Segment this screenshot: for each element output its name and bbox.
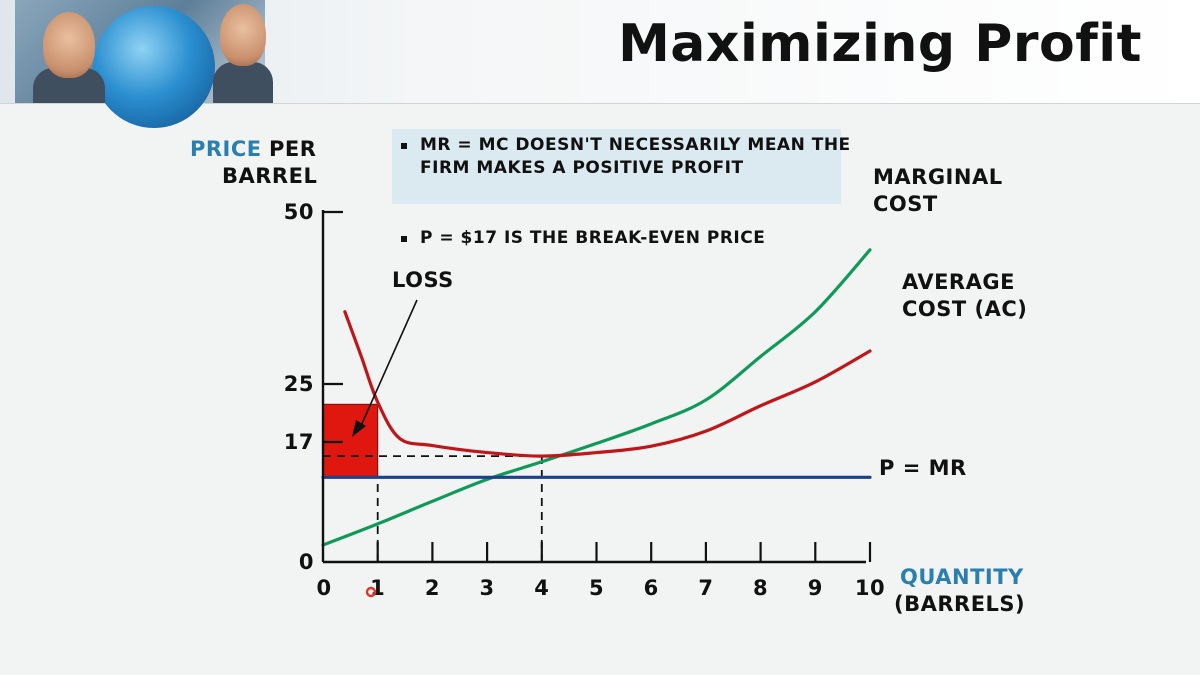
y-axis-label-line2: BARREL [222,164,317,188]
loss-region [322,403,379,478]
x-tick-label: 9 [808,576,823,600]
y-axis-label-highlight: PRICE [190,137,262,161]
x-tick-label: 3 [480,576,495,600]
note-box: MR = MC DOESN'T NECESSARILY MEAN THE FIR… [392,129,850,248]
ac-label-line2: COST (AC) [902,297,1027,321]
mc-label-line1: MARGINAL [873,165,1003,189]
y-axis-label-rest: PER [269,137,316,161]
y-tick-label: 0 [299,550,314,574]
y-tick-label: 17 [284,430,314,454]
presenter-right-body [213,62,273,103]
x-tick-label: 5 [589,576,604,600]
loss-arrow-head [352,420,366,437]
x-tick-label: 6 [644,576,659,600]
series-line-1 [343,310,872,458]
x-tick-label: 10 [855,576,885,600]
cursor-marker [365,586,377,598]
loss-arrow-shaft [359,299,418,429]
slide-title: Maximizing Profit [618,14,1142,74]
presenters-photo [15,0,273,128]
x-tick-label: 4 [534,576,549,600]
presenter-left-face [43,12,95,78]
x-tick-label: 8 [753,576,768,600]
note-item: P = $17 IS THE BREAK-EVEN PRICE [392,227,865,250]
pmr-label: P = MR [879,456,967,480]
ac-label-line1: AVERAGE [902,270,1015,294]
y-tick-label: 25 [284,372,314,396]
x-tick-label: 7 [698,576,713,600]
y-tick-label: 50 [284,200,314,224]
presenter-right-face [220,4,266,66]
series-line-0 [321,248,872,547]
x-tick-label: 2 [425,576,440,600]
x-axis-label-line2: (BARRELS) [894,592,1025,616]
loss-label: LOSS [392,268,454,292]
x-tick-label: 0 [316,576,331,600]
mc-label-line2: COST [873,192,938,216]
globe-image [93,6,215,128]
x-axis-label-line1: QUANTITY [900,565,1024,589]
note-item: MR = MC DOESN'T NECESSARILY MEAN THE FIR… [392,134,865,180]
slide-header: Maximizing Profit [0,0,1200,128]
